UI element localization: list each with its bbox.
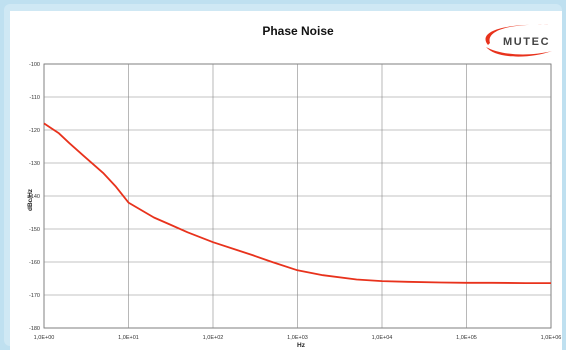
x-tick-label: 1,0E+00 [34, 335, 55, 341]
x-tick-label: 1,0E+06 [541, 335, 562, 341]
x-tick-label: 1,0E+03 [287, 335, 308, 341]
x-tick-label: 1,0E+05 [456, 335, 477, 341]
y-tick-label: -160 [29, 260, 40, 266]
phase-noise-chart: Phase Noise MUTEC -100-110-120-130-140-1… [27, 24, 562, 349]
logo-swoosh-bottom [486, 47, 552, 57]
grid [43, 63, 552, 329]
y-tick-label: -110 [29, 95, 40, 101]
x-axis-label: Hz [297, 342, 306, 349]
x-tick-label: 1,0E+04 [372, 335, 393, 341]
x-tick-labels: 1,0E+00 1,0E+01 1,0E+02 1,0E+03 1,0E+04 1,0E+… [34, 335, 562, 341]
chart-panel: Phase Noise MUTEC -100 -110 -120 -130 -140 -1… [10, 11, 562, 350]
mutec-logo: MUTEC [485, 24, 552, 57]
y-tick-label: -170 [29, 293, 40, 299]
y-tick-label: -180 [29, 326, 40, 332]
y-axis-label: dBc/Hz [27, 188, 34, 211]
y-tick-labels: -100 -110 -120 -130 -140 -150 -160 -170 -180 [29, 62, 40, 332]
chart-title: Phase Noise [262, 24, 334, 38]
phase-noise-series-line [43, 122, 551, 285]
x-tick-label: 1,0E+02 [203, 335, 224, 341]
y-tick-label: -120 [29, 128, 40, 134]
y-tick-label: -150 [29, 227, 40, 233]
logo-text: MUTEC [503, 36, 550, 48]
x-tick-label: 1,0E+01 [118, 335, 139, 341]
y-tick-label: -130 [29, 161, 40, 167]
series-layer [43, 122, 551, 285]
chart-frame: Phase Noise MUTEC -100 -110 -120 -130 -140 -1… [4, 4, 562, 350]
y-tick-label: -140 [29, 194, 40, 200]
y-tick-label: -100 [29, 62, 40, 68]
